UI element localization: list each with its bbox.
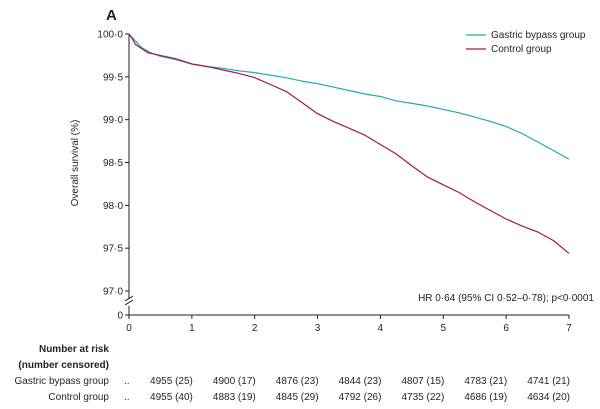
y-tick-label: 0 <box>117 311 123 322</box>
legend: Gastric bypass group Control group <box>466 30 586 55</box>
x-tick-label: 3 <box>315 323 321 334</box>
risk-table-cell: 4900 (17) <box>212 376 256 387</box>
risk-table-cell: 4741 (21) <box>527 376 570 387</box>
y-axis-label: Overall survival (%) <box>70 120 81 207</box>
y-tick-label: 98·5 <box>103 158 123 169</box>
y-tick-label: 99·5 <box>103 72 123 83</box>
legend-label-gastric-bypass: Gastric bypass group <box>491 30 586 41</box>
x-axis-ticks: 0 1 2 3 4 5 6 7 <box>126 315 572 334</box>
hazard-ratio-annotation: HR 0·64 (95% CI 0·52–0·78); p<0·0001 <box>418 293 594 304</box>
risk-table-cell: 4955 (40) <box>150 392 193 403</box>
x-tick-label: 2 <box>252 323 258 334</box>
axis-break-mark <box>124 295 134 302</box>
series-line-control <box>128 33 570 254</box>
x-tick-label: 0 <box>126 323 132 334</box>
x-tick-label: 5 <box>441 323 447 334</box>
x-tick-label: 6 <box>503 323 509 334</box>
risk-table-cell: 4955 (25) <box>150 376 193 387</box>
legend-label-control: Control group <box>491 44 552 55</box>
risk-table-cell: 4686 (19) <box>464 392 508 403</box>
y-tick-label: 99·0 <box>103 115 123 126</box>
risk-row-dots-control: .. <box>124 392 130 403</box>
risk-table-cell: 4783 (21) <box>464 376 508 387</box>
risk-table-cell: 4807 (15) <box>401 376 445 387</box>
risk-row-label-control: Control group <box>48 392 109 403</box>
y-tick-label: 100·0 <box>97 30 123 41</box>
risk-table-cell: 4876 (23) <box>275 376 319 387</box>
risk-table-cell: 4844 (23) <box>338 376 382 387</box>
y-tick-label: 98·0 <box>103 201 123 212</box>
series-lines <box>128 33 570 254</box>
y-tick-label: 97·0 <box>103 287 123 298</box>
risk-table-title: Number at risk <box>38 344 109 355</box>
risk-row-label-gastric-bypass: Gastric bypass group <box>14 376 110 387</box>
risk-table-cell: 4883 (19) <box>212 392 256 403</box>
risk-table-subtitle: (number censored) <box>18 360 109 371</box>
y-axis-ticks: 97·0 97·5 98·0 98·5 99·0 99·5 100·0 0 <box>97 30 129 322</box>
axes <box>124 34 569 316</box>
risk-table-cell: 4845 (29) <box>275 392 319 403</box>
risk-table-cell: 4735 (22) <box>401 392 445 403</box>
series-line-gastric-bypass <box>128 33 570 160</box>
panel-label: A <box>106 7 117 24</box>
x-tick-label: 1 <box>189 323 195 334</box>
y-tick-label: 97·5 <box>103 244 123 255</box>
risk-table-cell: 4792 (26) <box>338 392 382 403</box>
risk-table-cell: 4634 (20) <box>527 392 570 403</box>
x-tick-label: 7 <box>566 323 572 334</box>
axis-break-mark <box>124 299 134 306</box>
x-tick-label: 4 <box>378 323 384 334</box>
risk-row-dots-gastric-bypass: .. <box>124 376 130 387</box>
